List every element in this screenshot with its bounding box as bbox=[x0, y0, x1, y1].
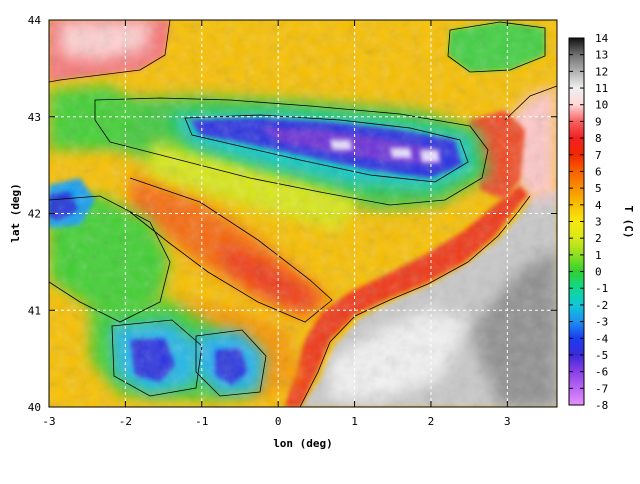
colorbar-tick-label-9: 1 bbox=[595, 249, 602, 262]
y-axis-title: lat (deg) bbox=[9, 183, 22, 243]
x-tick-label-6: 3 bbox=[504, 415, 511, 428]
colorbar-tick-label-13: 5 bbox=[595, 182, 602, 195]
x-axis: -3 -2 -1 0 1 2 3 bbox=[42, 20, 511, 428]
contour-ebro bbox=[129, 177, 333, 323]
colorbar-tick-label-15: 7 bbox=[595, 149, 602, 162]
colorbar-tick-label-3: -5 bbox=[595, 349, 608, 362]
x-tick-label-0: -3 bbox=[42, 415, 55, 428]
colorbar-tick-label-22: 14 bbox=[595, 32, 609, 45]
colorbar-tick-label-0: -8 bbox=[595, 399, 608, 412]
y-tick-label-2: 42 bbox=[28, 208, 41, 221]
x-tick-label-3: 0 bbox=[275, 415, 282, 428]
y-tick-label-1: 41 bbox=[28, 304, 41, 317]
colorbar-tick-label-6: -2 bbox=[595, 299, 608, 312]
colorbar-tick-label-17: 9 bbox=[595, 115, 602, 128]
x-tick-label-5: 2 bbox=[428, 415, 435, 428]
contour-iberian-a bbox=[111, 319, 203, 397]
colorbar-tick-label-21: 13 bbox=[595, 49, 608, 62]
contour-pyrenees-inner bbox=[184, 114, 469, 183]
contour-west bbox=[49, 195, 171, 323]
colorbar-tick-label-7: -1 bbox=[595, 282, 608, 295]
contour-coast bbox=[299, 195, 531, 407]
contour-pyrenees-outer bbox=[94, 97, 489, 206]
colorbar-tick-label-10: 2 bbox=[595, 232, 602, 245]
map-grid bbox=[49, 20, 557, 407]
colorbar-tick-label-8: 0 bbox=[595, 266, 602, 279]
colorbar-tick-label-1: -7 bbox=[595, 382, 608, 395]
colorbar-tick-label-5: -3 bbox=[595, 316, 608, 329]
contour-biscay bbox=[49, 20, 171, 83]
contour-iberian-b bbox=[195, 329, 267, 397]
x-tick-label-2: -1 bbox=[195, 415, 208, 428]
colorbar-tick-label-14: 6 bbox=[595, 165, 602, 178]
y-tick-label-4: 44 bbox=[28, 14, 42, 27]
x-axis-title: lon (deg) bbox=[273, 437, 333, 450]
y-tick-label-3: 43 bbox=[28, 111, 41, 124]
x-tick-label-4: 1 bbox=[351, 415, 358, 428]
contour-gulf bbox=[504, 85, 557, 121]
y-axis: 40 41 42 43 44 bbox=[28, 14, 557, 414]
colorbar-tick-label-4: -4 bbox=[595, 332, 609, 345]
colorbar-tick-label-18: 10 bbox=[595, 99, 608, 112]
colorbar-title: T (C) bbox=[622, 205, 635, 238]
colorbar-tick-label-12: 4 bbox=[595, 199, 602, 212]
y-tick-label-0: 40 bbox=[28, 401, 41, 414]
colorbar-tick-label-19: 11 bbox=[595, 82, 608, 95]
contour-lines bbox=[49, 20, 557, 407]
colorbar-tick-label-20: 12 bbox=[595, 65, 608, 78]
colorbar-tick-label-16: 8 bbox=[595, 132, 602, 145]
x-tick-label-1: -2 bbox=[119, 415, 132, 428]
colorbar-tick-label-2: -6 bbox=[595, 366, 608, 379]
colorbar-tick-label-11: 3 bbox=[595, 216, 602, 229]
